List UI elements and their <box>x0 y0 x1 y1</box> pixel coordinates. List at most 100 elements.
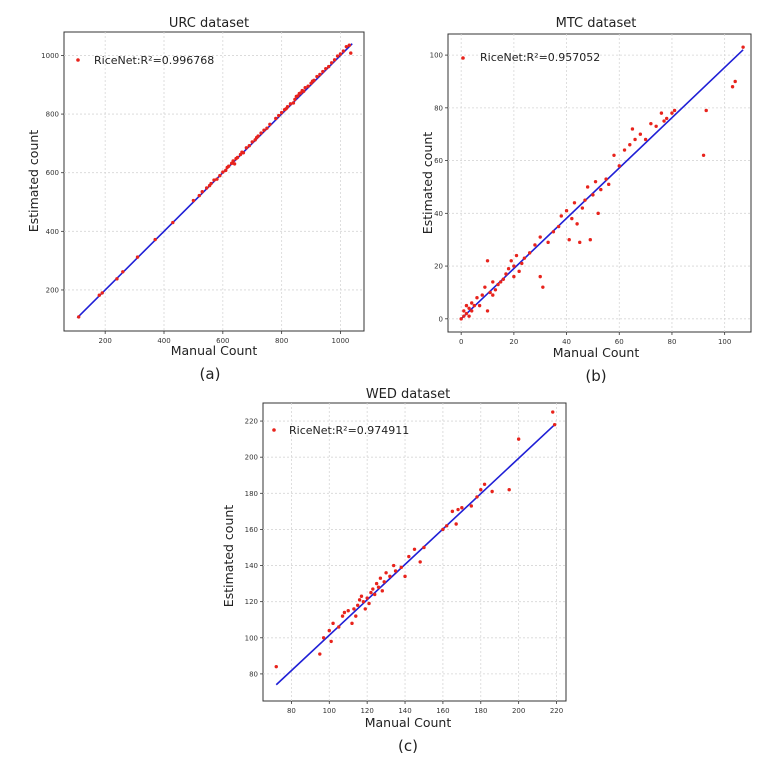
data-point <box>171 220 175 225</box>
data-point <box>350 621 354 626</box>
fit-line <box>460 49 744 320</box>
data-point <box>482 482 487 486</box>
data-point <box>318 652 322 656</box>
data-point <box>329 61 334 65</box>
x-tick-label: 0 <box>459 338 463 346</box>
legend-marker <box>461 56 465 60</box>
data-point <box>135 255 140 259</box>
data-point <box>491 293 495 297</box>
data-point <box>578 240 582 245</box>
y-tick-label: 20 <box>434 263 443 271</box>
data-point <box>450 509 455 514</box>
data-point <box>575 222 579 226</box>
y-tick-label: 1000 <box>41 52 59 60</box>
x-ticks: 0 20 40 60 80 100 <box>459 332 731 346</box>
data-point <box>599 187 603 192</box>
data-point <box>247 144 251 148</box>
data-point <box>512 264 516 268</box>
data-point <box>391 563 396 568</box>
data-point <box>303 85 307 90</box>
data-point <box>327 64 331 69</box>
data-point <box>347 43 351 47</box>
data-point <box>527 251 532 255</box>
data-point <box>472 303 477 308</box>
y-tick-label: 800 <box>46 111 59 119</box>
legend-marker <box>76 58 80 62</box>
data-point <box>664 116 669 121</box>
x-tick-label: 80 <box>667 338 676 346</box>
y-tick-label: 60 <box>434 157 443 165</box>
data-point <box>533 243 537 247</box>
data-point <box>633 137 637 142</box>
data-point <box>279 110 284 115</box>
data-point <box>259 131 263 135</box>
data-point <box>654 124 658 129</box>
data-point <box>493 288 498 292</box>
data-point <box>399 565 403 570</box>
data-point <box>418 560 422 564</box>
y-tick-label: 600 <box>46 169 59 177</box>
data-point <box>704 108 708 113</box>
data-point <box>520 261 524 266</box>
data-point <box>467 314 471 318</box>
data-point <box>352 607 356 611</box>
data-point <box>115 277 119 281</box>
legend-marker <box>272 428 276 432</box>
y-tick-label: 80 <box>249 670 258 678</box>
data-point <box>378 576 383 580</box>
data-point <box>733 79 737 84</box>
data-point <box>617 164 621 168</box>
y-tick-label: 140 <box>245 562 258 570</box>
data-point <box>479 487 483 492</box>
data-point <box>384 571 388 575</box>
data-point <box>444 524 449 528</box>
data-point <box>506 267 511 271</box>
data-point <box>475 296 479 300</box>
data-point <box>380 589 385 593</box>
data-point <box>191 198 196 203</box>
data-point <box>662 119 666 123</box>
data-point <box>382 580 386 584</box>
data-point <box>585 185 590 189</box>
data-points <box>459 45 745 321</box>
data-point <box>374 581 379 586</box>
plot-area <box>262 402 567 702</box>
y-tick-label: 160 <box>245 526 258 534</box>
data-point <box>559 214 563 218</box>
x-tick-label: 100 <box>718 338 731 346</box>
y-axis-label: Estimated count <box>26 130 41 232</box>
data-point <box>741 45 745 49</box>
data-point <box>218 173 222 178</box>
urc-panel: URC dataset 200 400 600 800 1000 200 400 600 80… <box>26 16 365 383</box>
data-point <box>522 256 527 260</box>
x-tick-label: 400 <box>157 337 170 345</box>
panel-label: (c) <box>398 737 418 755</box>
data-point <box>583 198 587 202</box>
data-point <box>341 49 346 53</box>
data-point <box>97 293 101 297</box>
data-point <box>227 164 231 168</box>
data-point <box>349 51 353 55</box>
data-point <box>327 628 331 633</box>
data-point <box>262 128 266 132</box>
data-point <box>730 85 735 89</box>
data-point <box>638 132 643 136</box>
x-tick-label: 1000 <box>332 337 350 345</box>
chart-title: URC dataset <box>169 16 249 31</box>
data-point <box>232 162 237 166</box>
data-point <box>241 151 246 155</box>
data-point <box>224 168 228 173</box>
data-point <box>367 601 371 606</box>
data-point <box>359 594 364 598</box>
y-tick-label: 180 <box>245 490 258 498</box>
y-tick-label: 220 <box>245 418 258 426</box>
fit-line <box>275 424 556 686</box>
x-tick-label: 40 <box>562 338 571 346</box>
legend: RiceNet:R²=0.957052 <box>461 51 600 64</box>
x-tick-label: 160 <box>436 707 449 715</box>
regression-line <box>460 49 744 320</box>
data-point <box>340 614 345 618</box>
data-point <box>591 193 595 197</box>
wed-panel: WED dataset 80 100 120 140 160 180 200 220 80 10… <box>221 387 567 755</box>
